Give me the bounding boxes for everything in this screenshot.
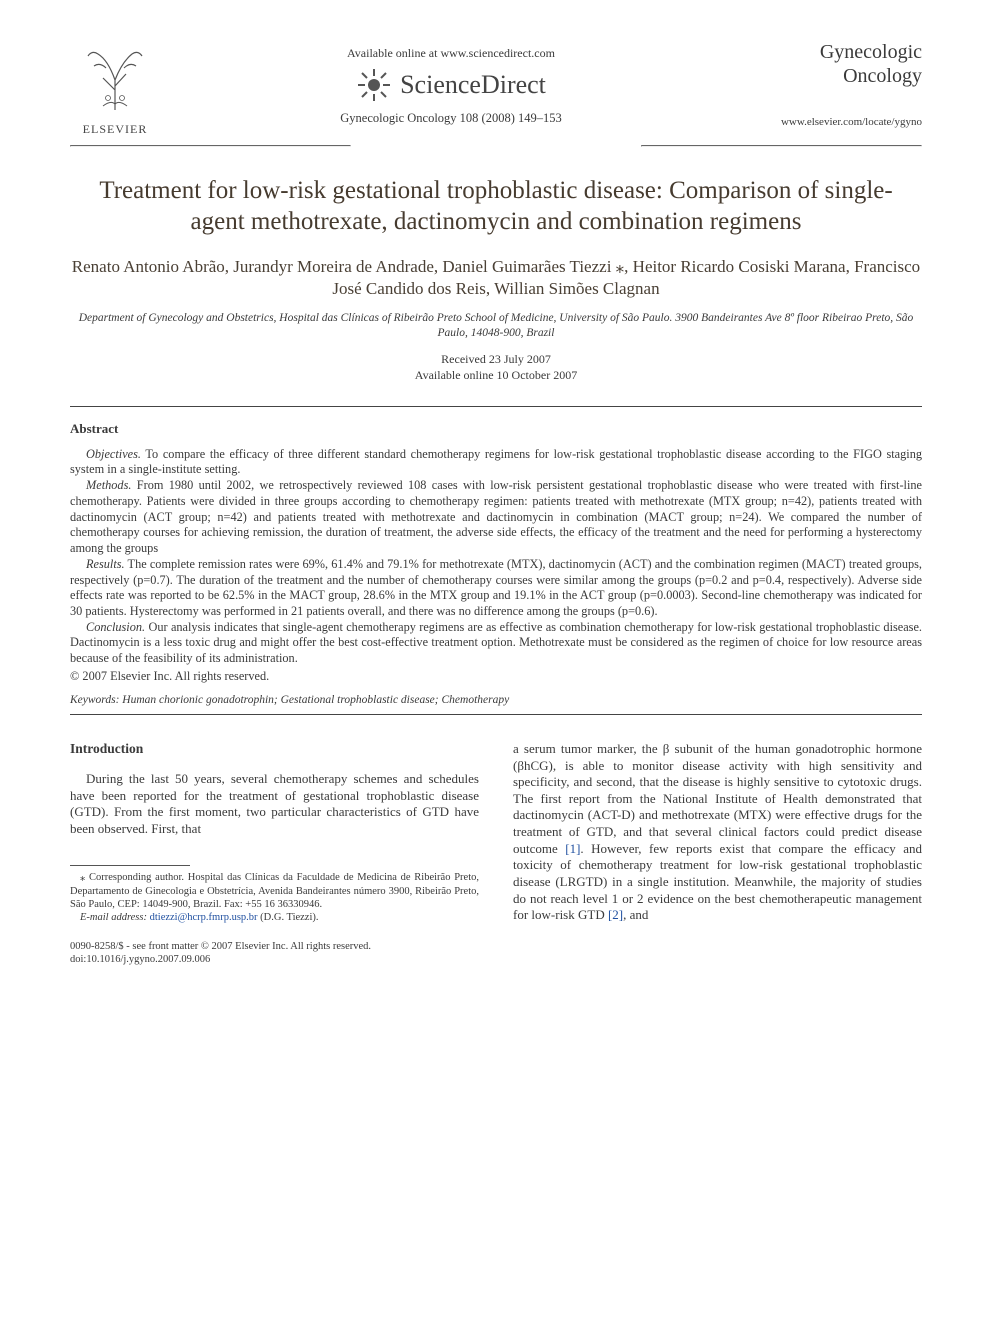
abstract-heading: Abstract	[70, 421, 922, 437]
email-address[interactable]: dtiezzi@hcrp.fmrp.usp.br	[147, 912, 258, 923]
ref-link-2[interactable]: [2]	[608, 907, 623, 922]
abstract-conclusion: Conclusion. Our analysis indicates that …	[70, 620, 922, 667]
keywords-label: Keywords:	[70, 694, 119, 706]
authors: Renato Antonio Abrão, Jurandyr Moreira d…	[70, 256, 922, 302]
ref-link-1[interactable]: [1]	[565, 841, 580, 856]
conclusion-text: Our analysis indicates that single-agent…	[70, 620, 922, 665]
body-two-column: Introduction During the last 50 years, s…	[70, 741, 922, 924]
abstract-top-rule	[70, 406, 922, 407]
journal-name-line2: Oncology	[843, 65, 922, 87]
intro-right-a: a serum tumor marker, the β subunit of t…	[513, 741, 922, 856]
introduction-heading: Introduction	[70, 741, 479, 757]
keywords-line: Keywords: Human chorionic gonadotrophin;…	[70, 694, 922, 706]
doi-text: doi:10.1016/j.ygyno.2007.09.006	[70, 954, 210, 965]
header-rule-right	[641, 145, 922, 147]
journal-name-line1: Gynecologic	[820, 41, 922, 63]
results-label: Results.	[86, 557, 125, 571]
journal-url: www.elsevier.com/locate/ygyno	[742, 116, 922, 128]
dates-block: Received 23 July 2007 Available online 1…	[70, 351, 922, 383]
sciencedirect-text: ScienceDirect	[400, 70, 546, 100]
available-online-text: Available online at www.sciencedirect.co…	[160, 46, 742, 61]
abstract-methods: Methods. From 1980 until 2002, we retros…	[70, 478, 922, 557]
objectives-text: To compare the efficacy of three differe…	[70, 447, 922, 477]
results-text: The complete remission rates were 69%, 6…	[70, 557, 922, 618]
corresponding-author-footnote: ⁎ Corresponding author. Hospital das Clí…	[70, 871, 479, 910]
conclusion-label: Conclusion.	[86, 620, 145, 634]
email-label: E-mail address:	[80, 912, 147, 923]
corr-label: ⁎ Corresponding author.	[80, 872, 184, 883]
right-column: a serum tumor marker, the β subunit of t…	[513, 741, 922, 924]
left-column: Introduction During the last 50 years, s…	[70, 741, 479, 924]
methods-text: From 1980 until 2002, we retrospectively…	[70, 478, 922, 555]
citation-text: Gynecologic Oncology 108 (2008) 149–153	[160, 111, 742, 126]
keywords-text: Human chorionic gonadotrophin; Gestation…	[119, 694, 509, 706]
abstract-body: Objectives. To compare the efficacy of t…	[70, 447, 922, 667]
abstract-bottom-rule	[70, 714, 922, 715]
methods-label: Methods.	[86, 478, 131, 492]
available-date: Available online 10 October 2007	[415, 368, 577, 382]
front-matter-line: 0090-8258/$ - see front matter © 2007 El…	[70, 940, 922, 966]
intro-right-c: , and	[623, 907, 648, 922]
elsevier-tree-icon	[78, 40, 152, 114]
objectives-label: Objectives.	[86, 447, 141, 461]
intro-right-paragraph: a serum tumor marker, the β subunit of t…	[513, 741, 922, 924]
paper-header: ELSEVIER Available online at www.science…	[70, 40, 922, 137]
journal-name: Gynecologic Oncology	[742, 40, 922, 88]
sciencedirect-logo: ScienceDirect	[160, 67, 742, 103]
abstract-objectives: Objectives. To compare the efficacy of t…	[70, 447, 922, 478]
sciencedirect-icon	[356, 67, 392, 103]
sciencedirect-block: Available online at www.sciencedirect.co…	[160, 40, 742, 126]
footnote-separator	[70, 865, 190, 866]
received-date: Received 23 July 2007	[441, 352, 551, 366]
affiliation: Department of Gynecology and Obstetrics,…	[70, 311, 922, 341]
front-matter-text: 0090-8258/$ - see front matter © 2007 El…	[70, 941, 371, 952]
elsevier-logo-block: ELSEVIER	[70, 40, 160, 137]
journal-block: Gynecologic Oncology www.elsevier.com/lo…	[742, 40, 922, 128]
abstract-copyright: © 2007 Elsevier Inc. All rights reserved…	[70, 669, 922, 684]
intro-left-paragraph: During the last 50 years, several chemot…	[70, 771, 479, 838]
email-footnote: E-mail address: dtiezzi@hcrp.fmrp.usp.br…	[70, 911, 479, 924]
article-title: Treatment for low-risk gestational troph…	[80, 175, 912, 238]
email-paren: (D.G. Tiezzi).	[258, 912, 319, 923]
header-rules	[70, 145, 922, 149]
elsevier-label: ELSEVIER	[70, 122, 160, 137]
abstract-results: Results. The complete remission rates we…	[70, 557, 922, 620]
header-rule-left	[70, 145, 351, 147]
